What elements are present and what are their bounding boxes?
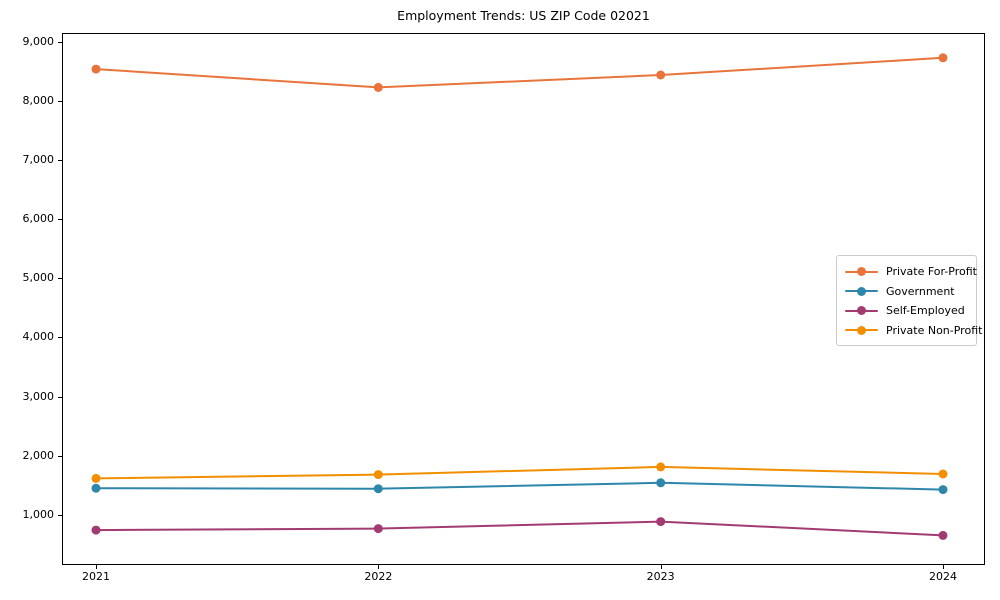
legend-label: Government [886,284,955,298]
legend-label: Private For-Profit [886,265,977,279]
y-tick-label: 9,000 [22,34,55,48]
y-tick-label: 8,000 [22,93,55,107]
y-tick-mark [58,160,62,162]
data-point-marker [91,64,101,74]
y-tick-mark [58,396,62,398]
legend-marker-icon [845,267,878,277]
x-tick-mark [96,565,97,569]
data-point-marker [373,484,383,494]
data-point-marker [91,525,101,535]
y-tick-label: 5,000 [22,271,55,285]
y-tick-mark [58,337,62,339]
data-point-marker [91,483,101,493]
data-point-marker [656,517,666,527]
plot-area [62,33,985,565]
y-tick-mark [58,514,62,516]
data-point-marker [938,530,948,540]
data-point-marker [373,470,383,480]
y-tick-label: 1,000 [22,507,55,521]
x-tick-mark [660,565,662,569]
y-tick-mark [58,219,62,221]
x-tick-mark [943,565,944,569]
data-point-marker [938,485,948,495]
y-tick-mark [58,278,62,280]
legend-item: Private For-Profit [845,262,977,282]
legend-marker-icon [845,325,878,335]
y-tick-label: 7,000 [22,153,55,167]
x-tick-mark [378,565,380,569]
x-tick-label: 2022 [364,570,393,583]
line-series-canvas [91,53,948,540]
data-point-marker [373,524,383,534]
chart-title: Employment Trends: US ZIP Code 02021 [397,8,650,23]
data-point-marker [656,462,666,472]
y-tick-mark [58,41,62,43]
x-tick-label: 2021 [82,570,110,583]
data-point-marker [656,70,666,80]
series-line [95,465,944,480]
data-point-marker [938,53,948,63]
data-point-marker [91,473,101,483]
x-tick-label: 2024 [929,570,957,583]
y-tick-mark [58,100,62,102]
legend-label: Self-Employed [886,304,965,318]
y-tick-mark [58,455,62,457]
legend: Private For-Profit Government Self-Employe… [836,255,982,346]
y-tick-label: 2,000 [22,448,55,462]
data-point-marker [373,82,383,92]
y-tick-label: 6,000 [22,212,55,226]
legend-item: Self-Employed [845,301,968,321]
data-point-marker [938,469,948,479]
x-tick-label: 2023 [646,570,675,583]
legend-item: Private Non-Profit [845,321,982,341]
legend-marker-icon [845,306,878,316]
series-line [95,481,944,491]
legend-marker-icon [845,286,878,296]
data-point-marker [656,478,666,488]
legend-label: Private Non-Profit [886,323,983,337]
series-line [95,56,944,89]
y-tick-label: 4,000 [22,330,55,344]
y-tick-label: 3,000 [22,389,55,403]
series-line [95,520,944,537]
legend-item: Government [845,282,968,302]
